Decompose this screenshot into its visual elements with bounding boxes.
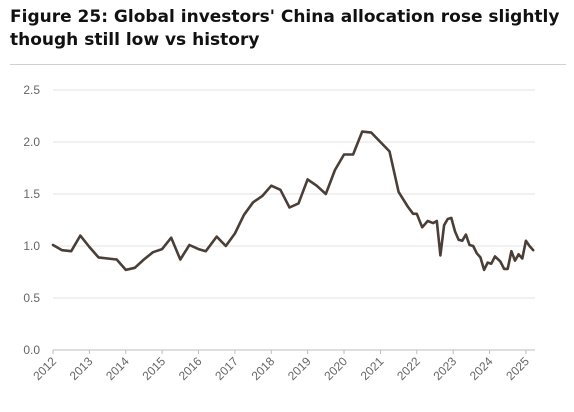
series-line-0 bbox=[51, 130, 535, 272]
series-layer bbox=[51, 130, 535, 272]
y-tick-label: 0.0 bbox=[23, 343, 40, 357]
x-tick-label: 2023 bbox=[430, 354, 459, 383]
x-tick-label: 2024 bbox=[467, 354, 496, 383]
y-tick-label: 2.0 bbox=[23, 135, 40, 149]
title-divider bbox=[10, 64, 566, 65]
y-tick-label: 0.5 bbox=[23, 291, 40, 305]
figure-title-line-1: Figure 25: Global investors' China alloc… bbox=[10, 7, 560, 27]
x-tick-label: 2016 bbox=[176, 354, 205, 383]
x-tick-label: 2015 bbox=[139, 354, 168, 383]
figure-title-line-2: though still low vs history bbox=[10, 30, 260, 50]
x-tick-label: 2020 bbox=[321, 354, 350, 383]
y-axis: 0.0 0.5 1.0 1.5 2.0 2.5 bbox=[23, 83, 40, 357]
gridlines bbox=[53, 89, 535, 351]
x-tick-label: 2018 bbox=[249, 354, 278, 383]
x-tick-label: 2013 bbox=[67, 354, 96, 383]
x-tick-label: 2012 bbox=[30, 354, 59, 383]
x-axis: 2012 2013 2014 2015 2016 2017 2018 2019 2020 2021… bbox=[30, 350, 532, 383]
x-tick-label: 2022 bbox=[394, 354, 423, 383]
x-tick-label: 2019 bbox=[285, 354, 314, 383]
y-tick-label: 1.0 bbox=[23, 239, 40, 253]
x-tick-label: 2025 bbox=[503, 354, 532, 383]
x-tick-label: 2017 bbox=[212, 354, 241, 383]
y-tick-label: 2.5 bbox=[23, 83, 40, 97]
y-tick-label: 1.5 bbox=[23, 187, 40, 201]
x-tick-label: 2014 bbox=[103, 354, 132, 383]
figure-title: Figure 25: Global investors' China alloc… bbox=[10, 6, 566, 52]
x-tick-label: 2021 bbox=[358, 354, 387, 383]
